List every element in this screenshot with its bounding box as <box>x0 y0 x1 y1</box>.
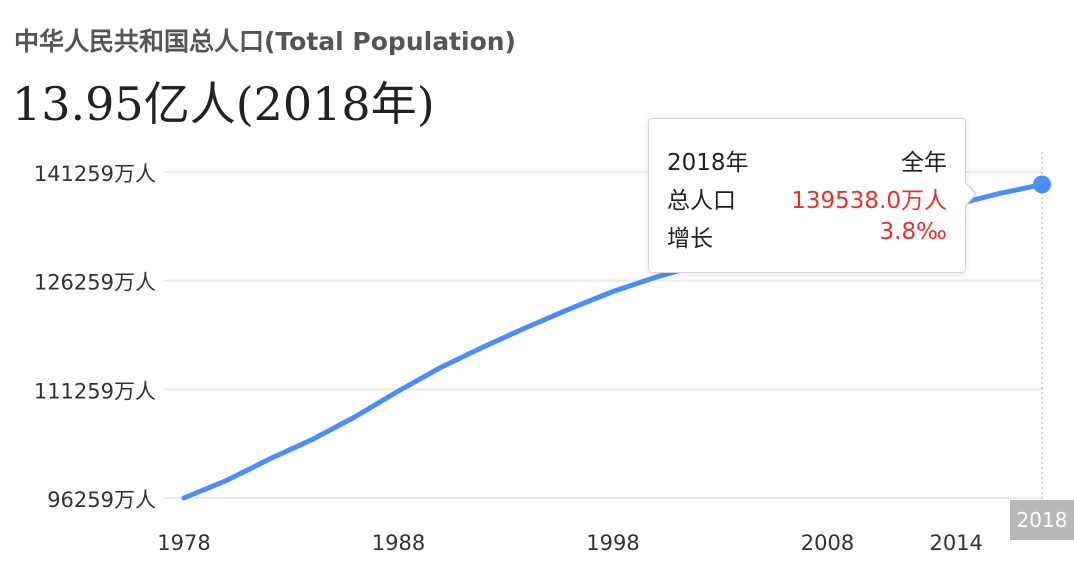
highlighted-data-point <box>1033 175 1051 194</box>
tooltip-population-label: 总人口 <box>667 188 736 214</box>
y-tick-label: 96259万人 <box>47 488 156 512</box>
tooltip-population-value: 139538.0万人 <box>791 188 947 214</box>
tooltip-growth-value: 3.8‰ <box>879 219 947 245</box>
data-tooltip: 2018年 全年 总人口 139538.0万人 增长 3.8‰ <box>648 118 977 273</box>
x-tick-label: 1998 <box>586 531 639 555</box>
chart-title: 中华人民共和国总人口(Total Population) <box>14 27 516 56</box>
y-tick-label: 126259万人 <box>34 271 156 295</box>
tooltip-pointer <box>964 181 977 207</box>
tooltip-growth-label: 增长 <box>667 226 713 252</box>
y-tick-label: 111259万人 <box>34 379 156 403</box>
x-tick-label: 1978 <box>157 531 210 555</box>
headline-value: 13.95亿人(2018年) <box>12 77 435 131</box>
tooltip-period: 全年 <box>901 150 947 176</box>
y-tick-label: 141259万人 <box>34 162 156 186</box>
x-tick-label: 1988 <box>372 531 425 555</box>
x-tick-label: 2008 <box>801 531 854 555</box>
x-tick-label: 2014 <box>929 531 982 555</box>
hover-year-badge: 2018 <box>1010 500 1074 540</box>
tooltip-year: 2018年 <box>667 150 749 176</box>
